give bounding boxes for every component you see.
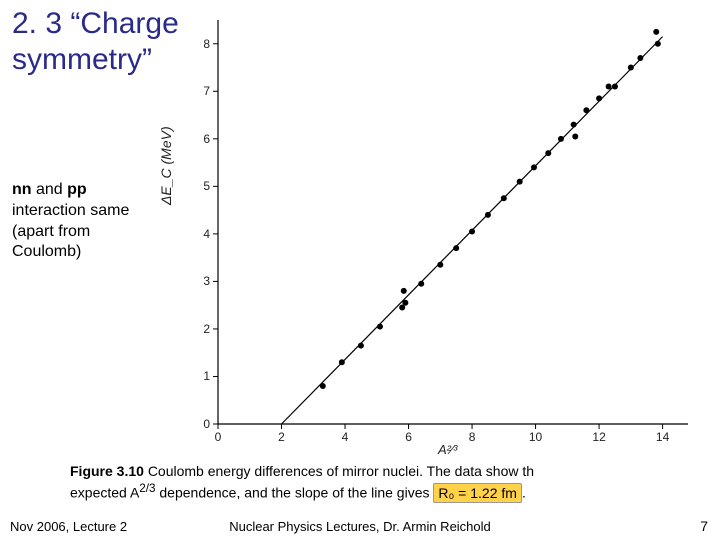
- body-text: nn and ppinteraction same(apart fromCoul…: [12, 180, 172, 263]
- caption-body2-sup: 2/3: [139, 482, 155, 495]
- xtick-label: 2: [272, 430, 292, 444]
- ytick-label: 5: [192, 179, 210, 193]
- ytick-label: 6: [192, 132, 210, 146]
- xtick-label: 6: [399, 430, 419, 444]
- title-line2: symmetry”: [12, 43, 152, 76]
- footer-center: Nuclear Physics Lectures, Dr. Armin Reic…: [0, 519, 720, 534]
- ytick-label: 2: [192, 322, 210, 336]
- chart-svg: [188, 14, 708, 444]
- chart-area: [188, 14, 708, 444]
- slide-title: 2. 3 “Charge symmetry”: [12, 6, 179, 78]
- ytick-label: 8: [192, 37, 210, 51]
- caption-highlight: R₀ = 1.22 fm: [433, 483, 522, 503]
- xtick-label: 12: [589, 430, 609, 444]
- chart-ylabel: ΔE_C (MeV): [158, 126, 174, 205]
- xtick-label: 0: [208, 430, 228, 444]
- xtick-label: 10: [526, 430, 546, 444]
- ytick-label: 1: [192, 369, 210, 383]
- ytick-label: 7: [192, 84, 210, 98]
- caption-body2: expected A: [70, 485, 139, 501]
- caption-body3: dependence, and the slope of the line gi…: [156, 485, 434, 501]
- caption-prefix: Figure 3.10: [70, 463, 144, 479]
- xtick-label: 14: [653, 430, 673, 444]
- ytick-label: 0: [192, 417, 210, 431]
- xtick-label: 4: [335, 430, 355, 444]
- title-line1: 2. 3 “Charge: [12, 7, 179, 40]
- footer-right: 7: [700, 518, 708, 534]
- ytick-label: 4: [192, 227, 210, 241]
- ytick-label: 3: [192, 274, 210, 288]
- chart-xlabel: A²⁄³: [438, 442, 458, 457]
- xtick-label: 8: [462, 430, 482, 444]
- figure-caption: Figure 3.10 Coulomb energy differences o…: [70, 462, 710, 502]
